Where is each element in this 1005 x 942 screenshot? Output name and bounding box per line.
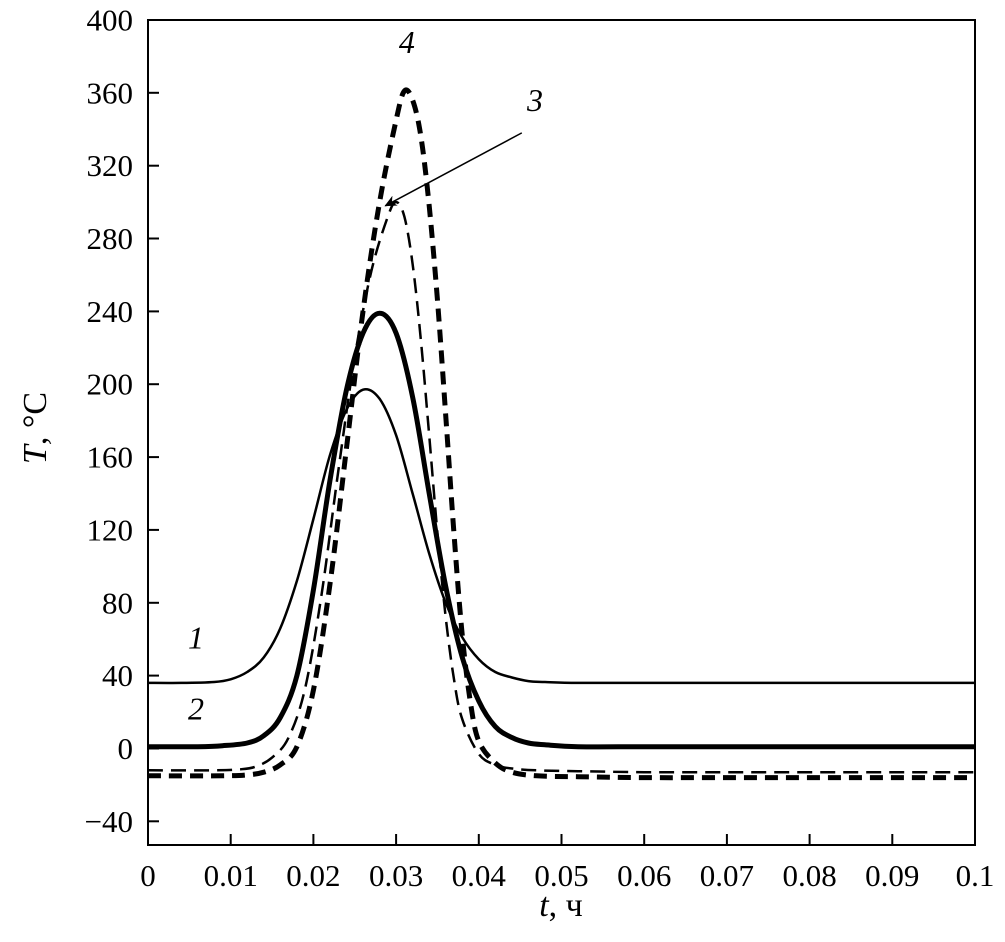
x-tick-label: 0.03	[369, 858, 423, 893]
y-tick-label: 160	[87, 440, 134, 475]
x-tick-label: 0.06	[617, 858, 671, 893]
x-tick-label: 0.08	[782, 858, 836, 893]
x-tick-label: 0	[140, 858, 156, 893]
y-tick-label: 200	[87, 367, 134, 402]
x-tick-label: 0.02	[286, 858, 340, 893]
curve-label-1: 1	[188, 619, 204, 655]
y-tick-label: 240	[87, 294, 134, 329]
x-tick-label: 0.07	[700, 858, 754, 893]
curve-3	[147, 200, 975, 774]
y-tick-label: 0	[118, 731, 134, 766]
y-tick-label: 80	[102, 585, 133, 620]
curve-1	[147, 388, 975, 685]
x-tick-label: 0.05	[534, 858, 588, 893]
x-axis-units: , ч	[548, 887, 583, 924]
plot-frame	[147, 19, 976, 846]
y-tick-label: 40	[102, 658, 133, 693]
x-axis-symbol: t	[539, 887, 549, 924]
curve-4	[147, 87, 975, 781]
y-axis-label: T, °C	[17, 392, 55, 464]
curve-label-4: 4	[399, 24, 415, 60]
x-tick-label: 0.01	[204, 858, 258, 893]
y-axis-units: , °C	[17, 391, 54, 446]
y-tick-label: −40	[85, 804, 133, 839]
y-tick-label: 400	[87, 3, 134, 38]
curve-2	[147, 310, 975, 750]
y-tick-label: 280	[87, 221, 134, 256]
y-tick-label: 120	[87, 512, 134, 547]
y-tick-label: 320	[87, 148, 134, 183]
y-axis-symbol: T	[17, 445, 54, 465]
curve-label-2: 2	[188, 690, 204, 726]
x-tick-label: 0.1	[956, 858, 995, 893]
y-tick-label: 360	[87, 75, 134, 110]
curve-label-3: 3	[526, 82, 543, 118]
x-tick-label: 0.04	[452, 858, 507, 893]
x-axis-label: t, ч	[539, 887, 583, 925]
x-tick-label: 0.09	[865, 858, 919, 893]
annotation-leader-3	[384, 132, 523, 207]
